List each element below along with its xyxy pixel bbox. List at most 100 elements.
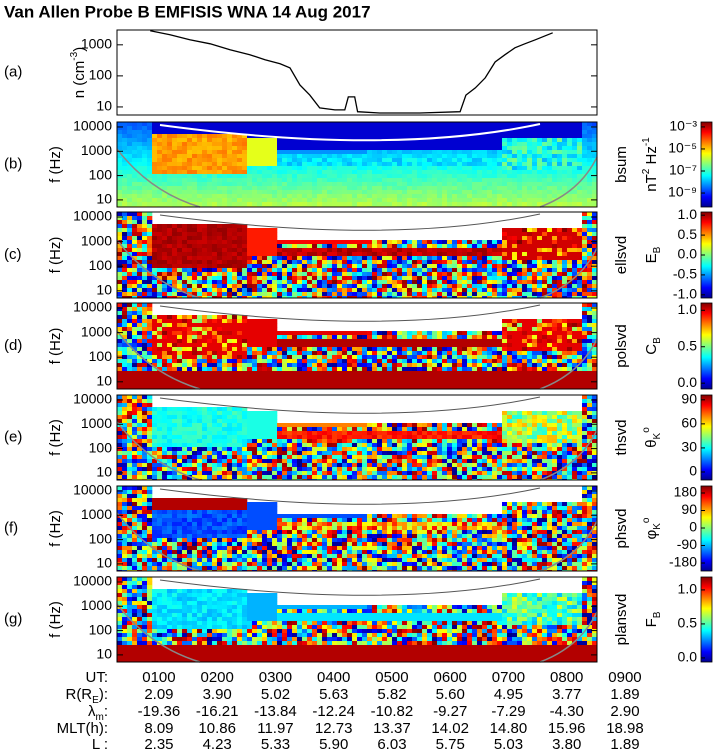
spectrogram-cell — [342, 142, 348, 147]
spectrogram-cell — [517, 142, 523, 147]
spectrogram-cell — [277, 347, 283, 352]
spectrogram-cell — [437, 339, 443, 344]
spectrogram-cell — [577, 126, 583, 131]
spectrogram-cell — [142, 371, 148, 376]
spectrogram-cell — [312, 174, 318, 179]
spectrogram-cell — [277, 343, 283, 348]
spectrogram-cell — [472, 130, 478, 135]
spectrogram-cell — [367, 288, 373, 293]
spectrogram-cell — [442, 280, 448, 285]
spectrogram-cell — [437, 130, 443, 135]
spectrogram-cell — [122, 307, 128, 312]
spectrogram-cell — [577, 130, 583, 135]
spectrogram-cell — [577, 146, 583, 151]
spectrogram-cell — [172, 323, 178, 328]
text-part: ) — [71, 47, 88, 52]
spectrogram-cell — [452, 182, 458, 187]
spectrogram-cell — [562, 228, 568, 233]
spectrogram-cell — [437, 367, 443, 372]
spectrogram-cell — [117, 387, 123, 389]
spectrogram-cell — [442, 182, 448, 187]
spectrogram-cell — [552, 130, 558, 135]
spectrogram-cell — [567, 150, 573, 155]
spectrogram-cell — [447, 182, 453, 187]
spectrogram-cell — [352, 202, 358, 207]
spectrogram-cell — [392, 170, 398, 175]
spectrogram-cell — [422, 260, 428, 265]
spectrogram-cell — [252, 122, 258, 127]
spectrogram-cell — [302, 367, 308, 372]
spectrogram-cell — [382, 202, 388, 207]
spectrogram-cell — [317, 142, 323, 147]
spectrogram-cell — [482, 256, 488, 261]
spectrogram-cell — [212, 284, 218, 289]
spectrogram-cell — [547, 158, 553, 163]
spectrogram-cell — [327, 194, 333, 199]
spectrogram-cell — [242, 276, 248, 281]
spectrogram-cell — [287, 174, 293, 179]
spectrogram-cell — [467, 292, 473, 297]
spectrogram-cell — [292, 138, 298, 143]
spectrogram-cell — [352, 166, 358, 171]
spectrogram-cell — [357, 331, 363, 336]
spectrogram-cell — [182, 323, 188, 328]
spectrogram-cell — [342, 260, 348, 265]
spectrogram-cell — [457, 122, 463, 127]
spectrogram-cell — [447, 190, 453, 195]
spectrogram-cell — [132, 150, 138, 155]
spectrogram-cell — [347, 383, 353, 388]
spectrogram-cell — [502, 236, 508, 241]
spectrogram-cell — [437, 284, 443, 289]
spectrogram-cell — [212, 315, 218, 320]
spectrogram-cell — [392, 363, 398, 368]
spectrogram-cell — [252, 379, 258, 384]
spectrogram-cell — [152, 198, 158, 203]
spectrogram-cell — [197, 335, 203, 340]
spectrogram-cell — [437, 280, 443, 285]
spectrogram-cell — [472, 142, 478, 147]
spectrogram-cell — [487, 256, 493, 261]
spectrogram-cell — [147, 174, 153, 179]
spectrogram-cell — [267, 355, 273, 360]
spectrogram-cell — [247, 355, 253, 360]
spectrogram-cell — [517, 228, 523, 233]
spectrogram-cell — [237, 383, 243, 388]
spectrogram-cell — [262, 142, 268, 147]
spectrogram-cell — [487, 260, 493, 265]
spectrogram-cell — [217, 339, 223, 344]
spectrogram-cell — [282, 272, 288, 277]
spectrogram-cell — [287, 272, 293, 277]
spectrogram-cell — [472, 146, 478, 151]
spectrogram-cell — [397, 146, 403, 151]
spectrogram-cell — [277, 256, 283, 261]
spectrogram-cell — [297, 331, 303, 336]
spectrogram-cell — [242, 182, 248, 187]
spectrogram-cell — [217, 351, 223, 356]
spectrogram-cell — [407, 166, 413, 171]
spectrogram-cell — [507, 198, 513, 203]
spectrogram-cell — [287, 252, 293, 257]
spectrogram-cell — [212, 375, 218, 380]
spectrogram-cell — [182, 355, 188, 360]
spectrogram-cell — [277, 276, 283, 281]
spectrogram-cell — [212, 296, 218, 298]
spectrogram-cell — [442, 252, 448, 257]
spectrogram-cell — [507, 138, 513, 143]
spectrogram-cell — [487, 198, 493, 203]
spectrogram-cell — [292, 260, 298, 265]
spectrogram-cell — [497, 158, 503, 163]
spectrogram-cell — [497, 268, 503, 273]
spectrogram-cell — [502, 174, 508, 179]
spectrogram-cell — [382, 244, 388, 249]
spectrogram-cell — [232, 288, 238, 293]
spectrogram-cell — [277, 142, 283, 147]
spectrogram-cell — [402, 276, 408, 281]
spectrogram-cell — [272, 170, 278, 175]
spectrogram-cell — [177, 359, 183, 364]
spectrogram-cell — [142, 130, 148, 135]
spectrogram-cell — [462, 240, 468, 245]
spectrogram-cell — [582, 122, 588, 127]
spectrogram-cell — [577, 134, 583, 139]
spectrogram-cell — [217, 268, 223, 273]
spectrogram-cell — [582, 240, 588, 245]
